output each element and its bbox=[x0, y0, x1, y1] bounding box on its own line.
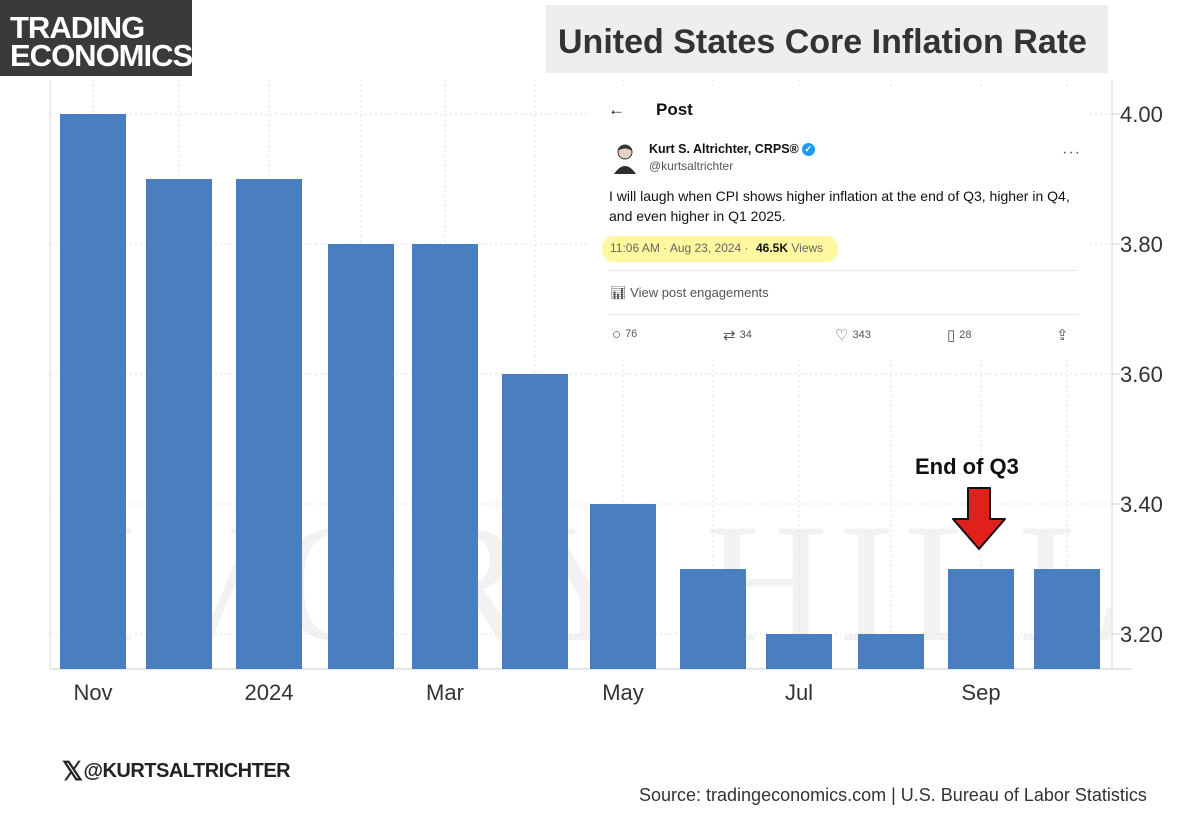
end-of-q3-annotation: End of Q3 bbox=[915, 454, 1019, 479]
timestamp-highlight bbox=[602, 236, 838, 262]
bar-mar bbox=[412, 244, 478, 669]
reply-icon: ○ bbox=[612, 326, 622, 343]
view-engagements-link[interactable]: 📊︎ View post engagements bbox=[610, 285, 769, 300]
divider bbox=[609, 270, 1077, 271]
bar-jun bbox=[680, 569, 746, 669]
bar-feb bbox=[328, 244, 394, 669]
bookmark-button[interactable]: ▯ 28 bbox=[947, 327, 972, 344]
y-tick-label: 3.60 bbox=[1120, 362, 1163, 387]
author-name[interactable]: Kurt S. Altrichter, CRPS® ✓ bbox=[649, 142, 815, 157]
author-avatar[interactable] bbox=[612, 142, 638, 174]
share-button[interactable]: ⇪ bbox=[1056, 326, 1073, 344]
share-icon: ⇪ bbox=[1056, 327, 1069, 344]
trading-economics-logo: TRADING ECONOMICS bbox=[0, 0, 193, 76]
red-arrow-icon bbox=[952, 487, 1006, 550]
embedded-tweet: ← Post Kurt S. Altrichter, CRPS® ✓ @kurts… bbox=[590, 86, 1090, 358]
heart-icon: ♡ bbox=[835, 327, 849, 344]
verified-badge-icon: ✓ bbox=[801, 143, 815, 157]
x-logo-icon: 𝕏 bbox=[62, 756, 83, 786]
logo-line-2: ECONOMICS bbox=[10, 38, 193, 73]
x-handle: 𝕏@KURTSALTRICHTER bbox=[62, 756, 291, 786]
logo-line-1: TRADING bbox=[10, 10, 145, 45]
y-tick-label: 3.40 bbox=[1120, 492, 1163, 517]
arrow-left-icon[interactable]: ← bbox=[608, 100, 625, 119]
more-options-icon[interactable]: ··· bbox=[1062, 144, 1081, 161]
bar-chart-icon: 📊︎ bbox=[610, 285, 627, 300]
tweet-timestamp[interactable]: 11:06 AM · Aug 23, 2024 · bbox=[610, 241, 749, 255]
like-button[interactable]: ♡ 343 bbox=[835, 327, 871, 344]
y-tick-label: 3.80 bbox=[1120, 232, 1163, 257]
x-tick-label: 2024 bbox=[245, 680, 294, 705]
reply-button[interactable]: ○ 76 bbox=[612, 326, 638, 343]
bar-dec bbox=[146, 179, 212, 669]
repost-button[interactable]: ⇄ 34 bbox=[723, 327, 752, 344]
bookmark-icon: ▯ bbox=[947, 327, 956, 344]
bar-nov bbox=[60, 114, 126, 669]
views-label: Views bbox=[791, 241, 824, 255]
views-count: 46.5K bbox=[756, 241, 789, 255]
bar-jul bbox=[766, 634, 832, 669]
bar-aug bbox=[858, 634, 924, 669]
post-header: Post bbox=[656, 100, 693, 119]
end-of-q3-arrow bbox=[952, 487, 1006, 550]
x-tick-label: Mar bbox=[426, 680, 464, 705]
author-handle[interactable]: @kurtsaltrichter bbox=[649, 159, 734, 173]
tweet-views: 46.5K Views bbox=[756, 241, 823, 255]
divider bbox=[609, 314, 1077, 315]
chart-title-box: United States Core Inflation Rate bbox=[546, 5, 1108, 73]
x-tick-label: Sep bbox=[961, 680, 1000, 705]
bar-may bbox=[590, 504, 656, 669]
bar-oct bbox=[1034, 569, 1100, 669]
x-tick-label: May bbox=[602, 680, 644, 705]
bar-sep bbox=[948, 569, 1014, 669]
x-tick-label: Nov bbox=[73, 680, 112, 705]
bar-apr bbox=[502, 374, 568, 669]
source-note: Source: tradingeconomics.com | U.S. Bure… bbox=[639, 785, 1147, 805]
y-tick-label: 4.00 bbox=[1120, 102, 1163, 127]
tweet-text: I will laugh when CPI shows higher infla… bbox=[609, 188, 1070, 224]
x-tick-label: Jul bbox=[785, 680, 813, 705]
repost-icon: ⇄ bbox=[723, 327, 736, 344]
y-tick-label: 3.20 bbox=[1120, 622, 1163, 647]
bar-2024 bbox=[236, 179, 302, 669]
chart-title: United States Core Inflation Rate bbox=[558, 23, 1087, 61]
